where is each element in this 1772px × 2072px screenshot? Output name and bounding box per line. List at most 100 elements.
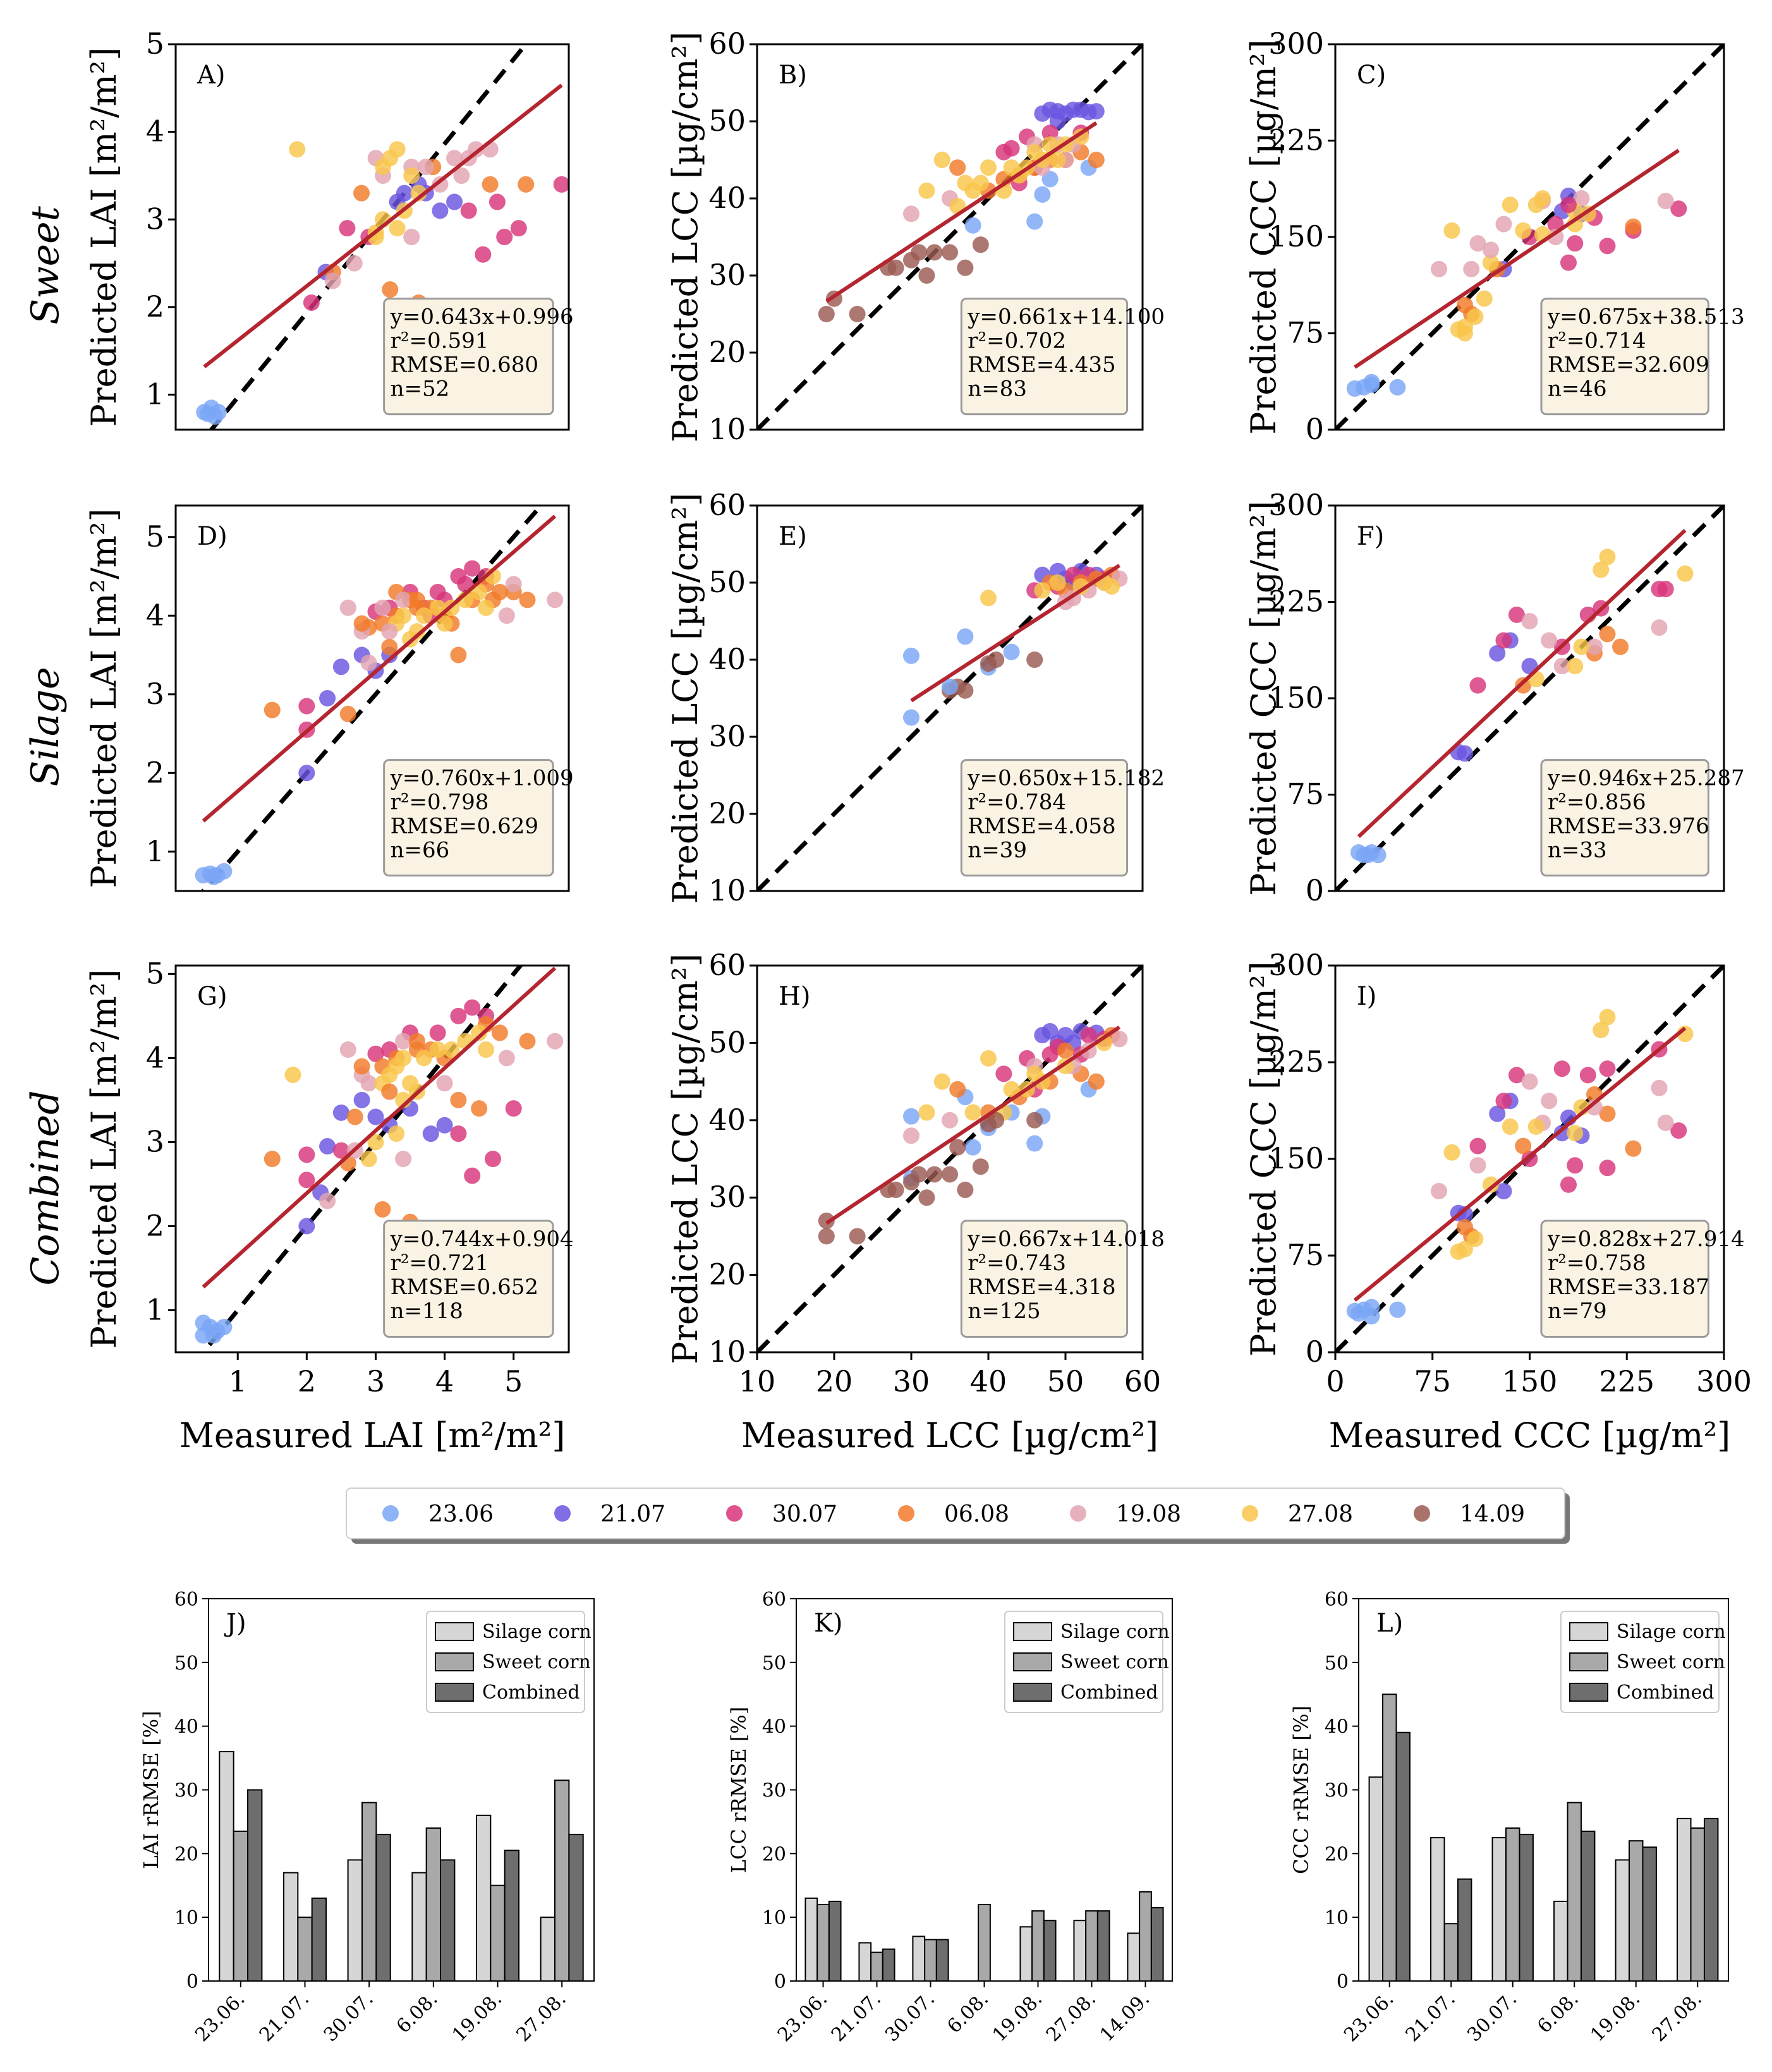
- stats-line: n=125: [968, 1299, 1040, 1324]
- data-point: [1431, 260, 1447, 277]
- data-point: [443, 1041, 460, 1058]
- y-tick-label: 10: [1325, 1907, 1349, 1929]
- data-point: [415, 1050, 432, 1067]
- bar: [297, 1917, 313, 1982]
- bar: [1085, 1910, 1098, 1982]
- x-tick-label: 19.08.: [448, 1988, 506, 2046]
- data-point: [298, 698, 315, 715]
- x-tick-label: 30: [893, 1364, 930, 1398]
- data-point: [519, 591, 536, 609]
- data-point: [518, 176, 535, 193]
- bar-legend-label: Sweet corn: [482, 1651, 591, 1673]
- bar-legend-label: Silage corn: [1617, 1621, 1726, 1643]
- panel-label: L): [1376, 1609, 1403, 1638]
- stats-line: y=0.643x+0.996: [390, 305, 574, 330]
- bar: [1629, 1840, 1644, 1982]
- legend-label: 27.08: [1288, 1501, 1353, 1527]
- x-tick-label: 5: [504, 1364, 523, 1398]
- data-point: [1625, 1140, 1642, 1157]
- y-tick-label: 3: [146, 677, 164, 711]
- panel-B: 10 20 30 40 50 60 B) y=0.661x+14.100r²=0.702RMS…: [665, 27, 1165, 446]
- data-point: [498, 1050, 515, 1067]
- y-tick-label: 50: [708, 565, 746, 599]
- data-point: [1599, 548, 1616, 566]
- data-point: [496, 229, 513, 245]
- data-point: [988, 651, 1005, 668]
- data-point: [1350, 1305, 1367, 1322]
- data-point: [988, 1112, 1005, 1129]
- plot-area-C: [1335, 44, 1724, 430]
- stats-line: y=0.661x+14.100: [967, 305, 1165, 330]
- bar: [490, 1884, 506, 1982]
- x-tick-label: 4: [435, 1364, 454, 1398]
- data-point: [415, 607, 432, 624]
- panel-J: 23.06. 21.07. 30.07. 6.08. 19.08. 27.08. 0 10 20…: [139, 1589, 595, 2046]
- one-to-one-line: [200, 966, 524, 1352]
- y-tick-label: 40: [762, 1716, 786, 1738]
- data-point: [942, 1166, 958, 1183]
- data-point: [332, 658, 349, 676]
- legend-label: 23.06: [428, 1501, 494, 1527]
- y-tick-label: 5: [146, 956, 164, 990]
- data-point: [353, 615, 370, 632]
- data-point: [205, 1327, 222, 1344]
- data-point: [464, 1167, 481, 1184]
- one-to-one-line: [200, 506, 545, 891]
- data-point: [339, 599, 356, 616]
- data-point: [1527, 1118, 1544, 1135]
- data-point: [1515, 677, 1532, 694]
- data-point: [911, 1166, 928, 1183]
- x-tick-label: 6.08.: [943, 1988, 993, 2038]
- data-point: [1567, 1157, 1584, 1174]
- data-point: [432, 176, 449, 193]
- regression-line: [910, 564, 1121, 703]
- data-point: [367, 1108, 384, 1125]
- data-point: [478, 1041, 495, 1058]
- data-point: [1483, 254, 1499, 271]
- data-point: [353, 1091, 370, 1108]
- bar: [425, 1827, 442, 1982]
- axes-frame: [756, 964, 1144, 1354]
- y-axis-label: Predicted LAI [m²/m²]: [84, 47, 124, 427]
- regression-line: [1353, 1026, 1687, 1302]
- data-point: [207, 408, 224, 425]
- data-point: [489, 193, 506, 210]
- data-point: [195, 1314, 212, 1331]
- y-tick-label: 20: [762, 1843, 786, 1865]
- data-point: [1483, 1176, 1499, 1193]
- y-tick-label: 5: [146, 27, 164, 61]
- y-tick-label: 225: [1268, 123, 1324, 157]
- legend-marker: [1242, 1505, 1258, 1522]
- data-point: [298, 1172, 315, 1189]
- y-axis-label: LAI rRMSE [%]: [139, 1711, 163, 1869]
- regression-line: [1354, 148, 1680, 369]
- data-point: [467, 141, 484, 158]
- y-axis-label: Predicted LAI [m²/m²]: [84, 509, 124, 888]
- bar: [882, 1948, 895, 1982]
- data-point: [408, 591, 425, 609]
- data-point: [918, 1189, 935, 1206]
- stats-line: r²=0.784: [968, 790, 1066, 815]
- data-point: [367, 1134, 384, 1151]
- data-point: [1003, 643, 1020, 660]
- x-tick-label: 23.06.: [1340, 1988, 1398, 2046]
- stats-line: RMSE=0.652: [391, 1275, 538, 1300]
- stats-box: [383, 1220, 554, 1338]
- data-point: [353, 1058, 370, 1075]
- y-tick-label: 4: [146, 598, 164, 632]
- data-point: [1467, 308, 1484, 325]
- data-point: [436, 615, 453, 632]
- data-point: [471, 1024, 488, 1041]
- legend-marker: [554, 1505, 571, 1522]
- data-point: [547, 1033, 564, 1050]
- plot-area-F: [1335, 506, 1724, 891]
- x-tick-label: 1: [229, 1364, 247, 1398]
- data-point: [903, 1108, 919, 1125]
- data-point: [1049, 574, 1066, 591]
- stats-line: RMSE=33.976: [1548, 814, 1709, 839]
- stats-line: r²=0.702: [968, 329, 1066, 354]
- y-tick-label: 0: [186, 1971, 198, 1993]
- y-tick-label: 300: [1268, 948, 1324, 982]
- data-point: [1443, 222, 1460, 239]
